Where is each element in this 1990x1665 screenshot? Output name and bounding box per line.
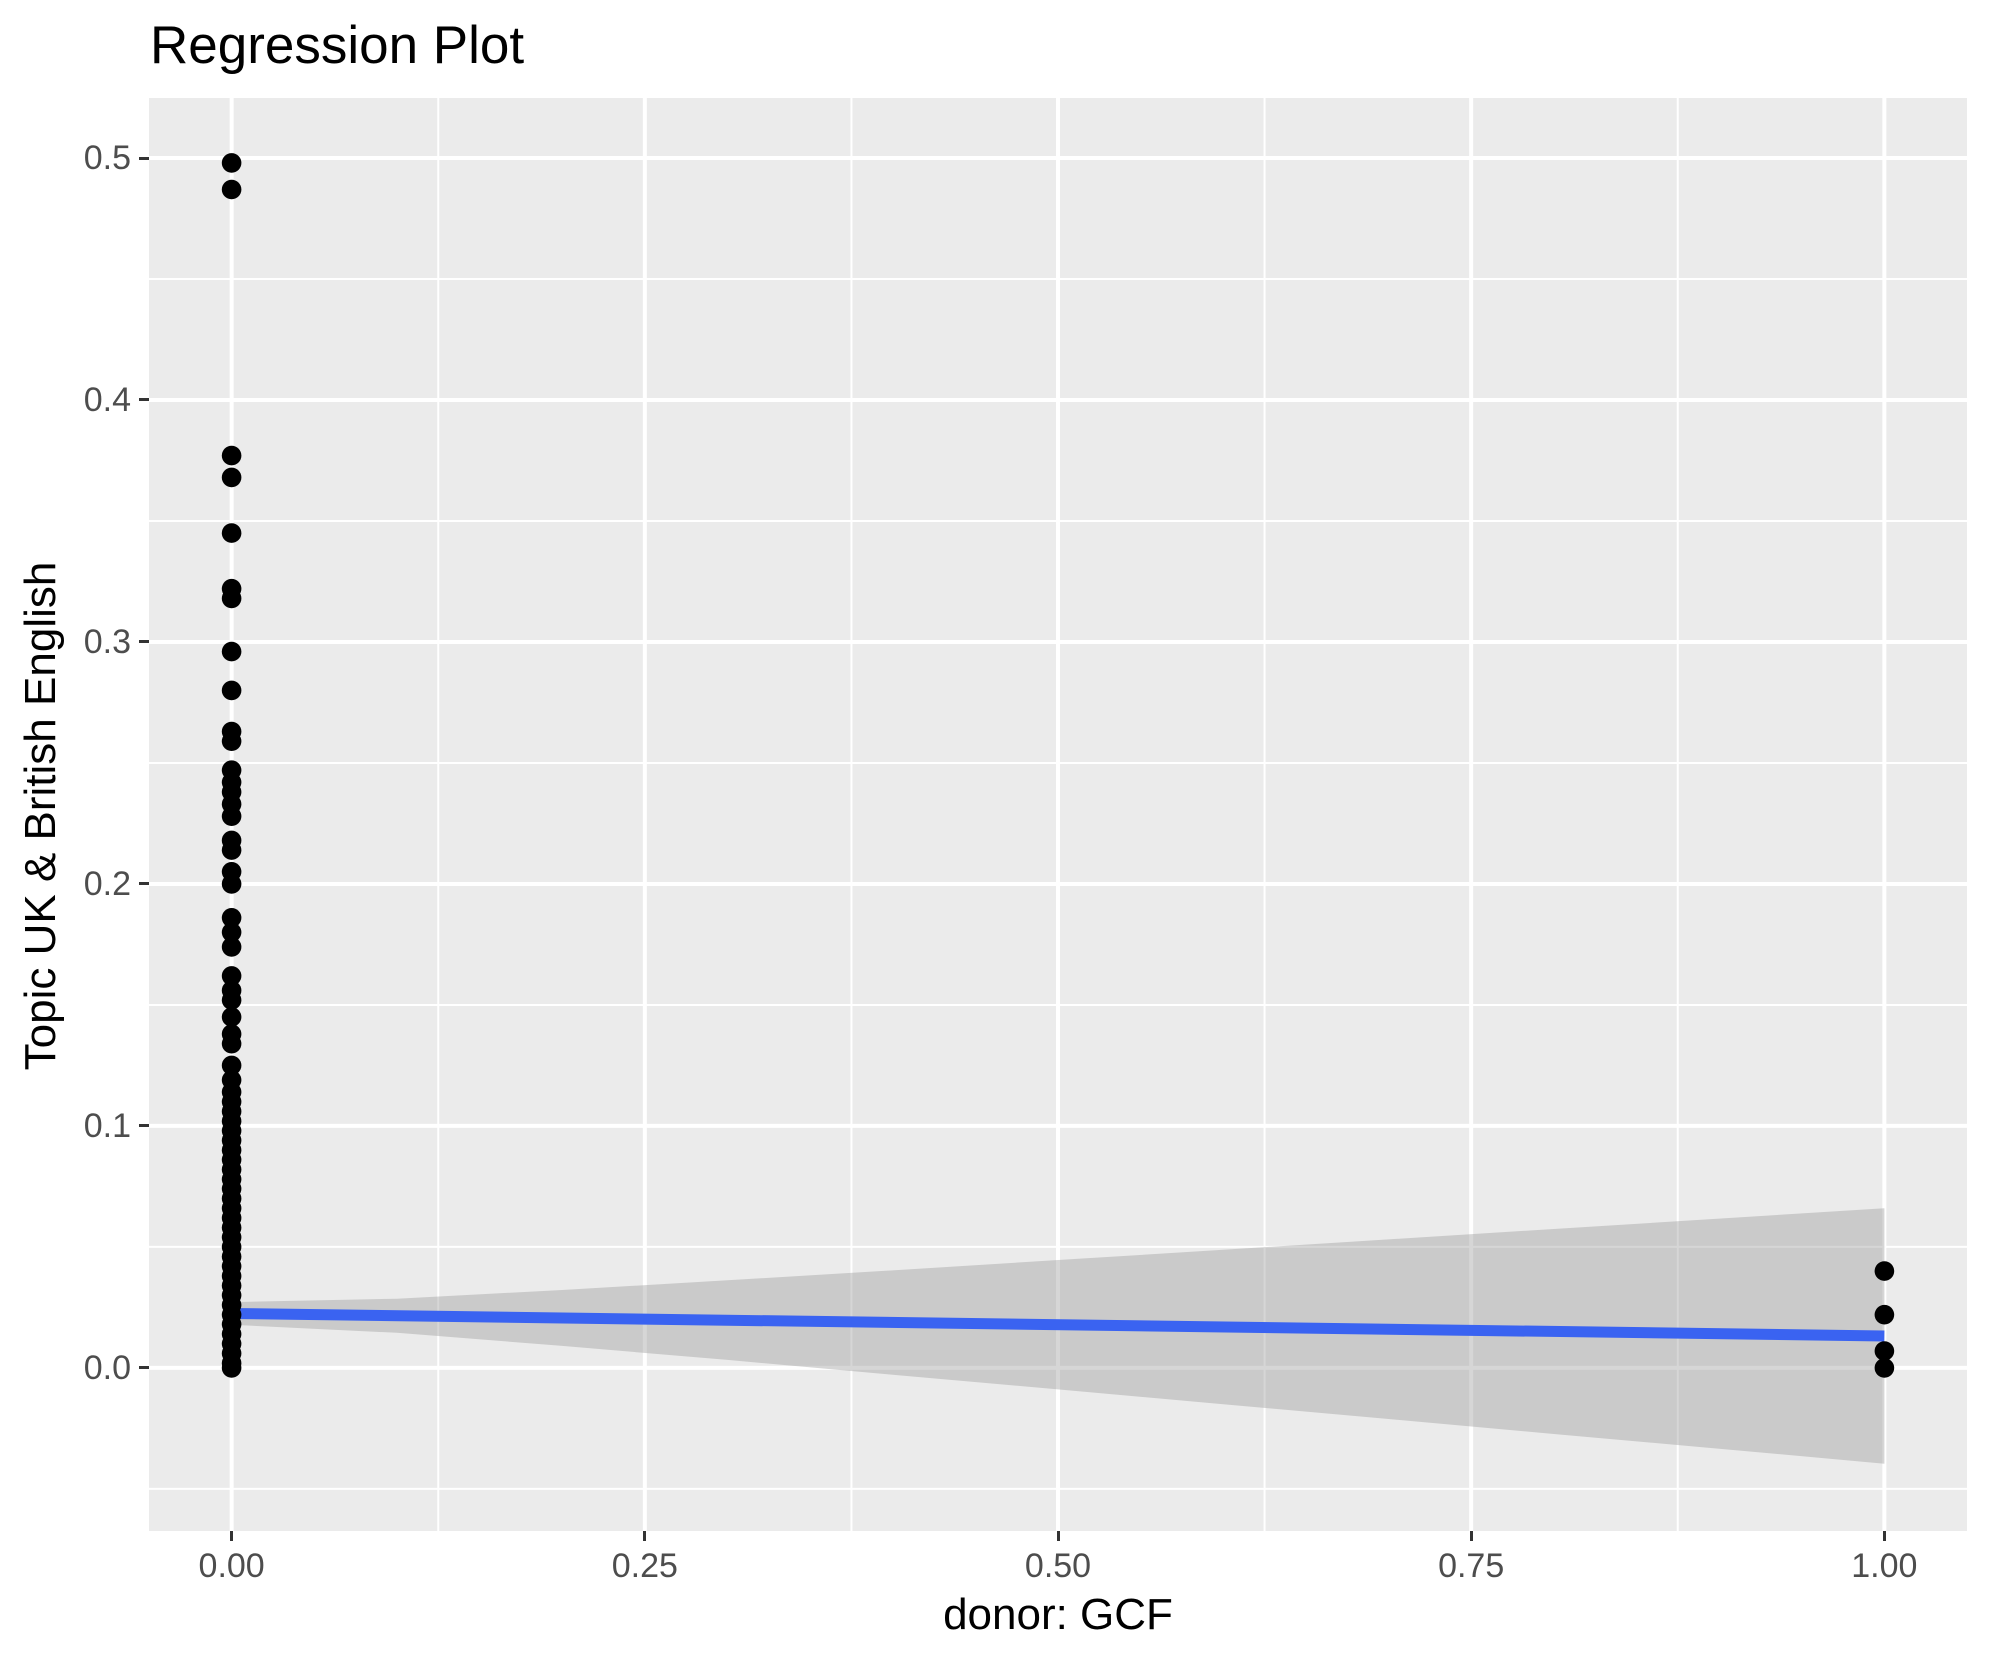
- data-point: [221, 937, 242, 957]
- y-tick-label: 0.0: [83, 1348, 131, 1387]
- plot-title: Regression Plot: [150, 16, 525, 75]
- y-tick-mark: [139, 1366, 149, 1370]
- x-tick-label: 1.00: [1851, 1547, 1918, 1585]
- x-tick-label: 0.25: [611, 1547, 678, 1585]
- y-tick-label: 0.3: [83, 622, 131, 661]
- data-point: [1874, 1358, 1895, 1378]
- plot-panel: [149, 98, 1967, 1531]
- x-axis-title: donor: GCF: [943, 1590, 1173, 1639]
- data-point: [221, 1358, 242, 1378]
- x-tick-mark: [1469, 1531, 1473, 1541]
- major-gridlines: [149, 98, 1967, 1531]
- y-tick-mark: [139, 882, 149, 886]
- y-tick-label: 0.2: [83, 864, 131, 903]
- data-point: [221, 641, 242, 662]
- data-point: [221, 731, 242, 751]
- data-point: [221, 445, 242, 466]
- x-tick-mark: [1882, 1531, 1886, 1541]
- data-point: [221, 874, 242, 894]
- y-tick-label: 0.4: [83, 380, 131, 419]
- data-point: [221, 1007, 242, 1027]
- data-point: [1874, 1261, 1895, 1281]
- x-tick-mark: [643, 1531, 647, 1541]
- x-tick-label: 0.00: [198, 1547, 265, 1585]
- data-point: [221, 990, 242, 1010]
- regression-line: [231, 1307, 1885, 1342]
- data-point: [221, 966, 242, 986]
- data-point: [221, 680, 242, 701]
- data-point: [221, 922, 242, 943]
- x-tick-label: 0.50: [1024, 1547, 1092, 1585]
- scatter-points: [221, 153, 1895, 1378]
- data-point: [221, 840, 242, 860]
- data-point: [221, 1055, 242, 1076]
- y-tick-label: 0.5: [83, 139, 131, 177]
- data-point: [221, 467, 242, 488]
- plot-canvas: [149, 98, 1967, 1531]
- data-point: [221, 1033, 242, 1054]
- data-point: [221, 179, 242, 200]
- y-axis-title: Topic UK & British English: [15, 561, 65, 1071]
- x-tick-mark: [1056, 1531, 1060, 1541]
- data-point: [221, 153, 242, 173]
- y-tick-mark: [139, 398, 149, 402]
- data-point: [1874, 1341, 1895, 1361]
- data-point: [221, 588, 242, 609]
- y-tick-mark: [139, 1124, 149, 1128]
- data-point: [1874, 1304, 1895, 1325]
- confidence-band: [231, 1208, 1885, 1464]
- x-tick-label: 0.75: [1438, 1547, 1505, 1585]
- data-point: [221, 806, 242, 826]
- data-point: [221, 523, 242, 543]
- data-point: [221, 908, 242, 928]
- y-tick-label: 0.1: [83, 1106, 131, 1145]
- y-tick-mark: [139, 640, 149, 644]
- y-tick-mark: [139, 156, 149, 160]
- x-tick-mark: [230, 1531, 234, 1541]
